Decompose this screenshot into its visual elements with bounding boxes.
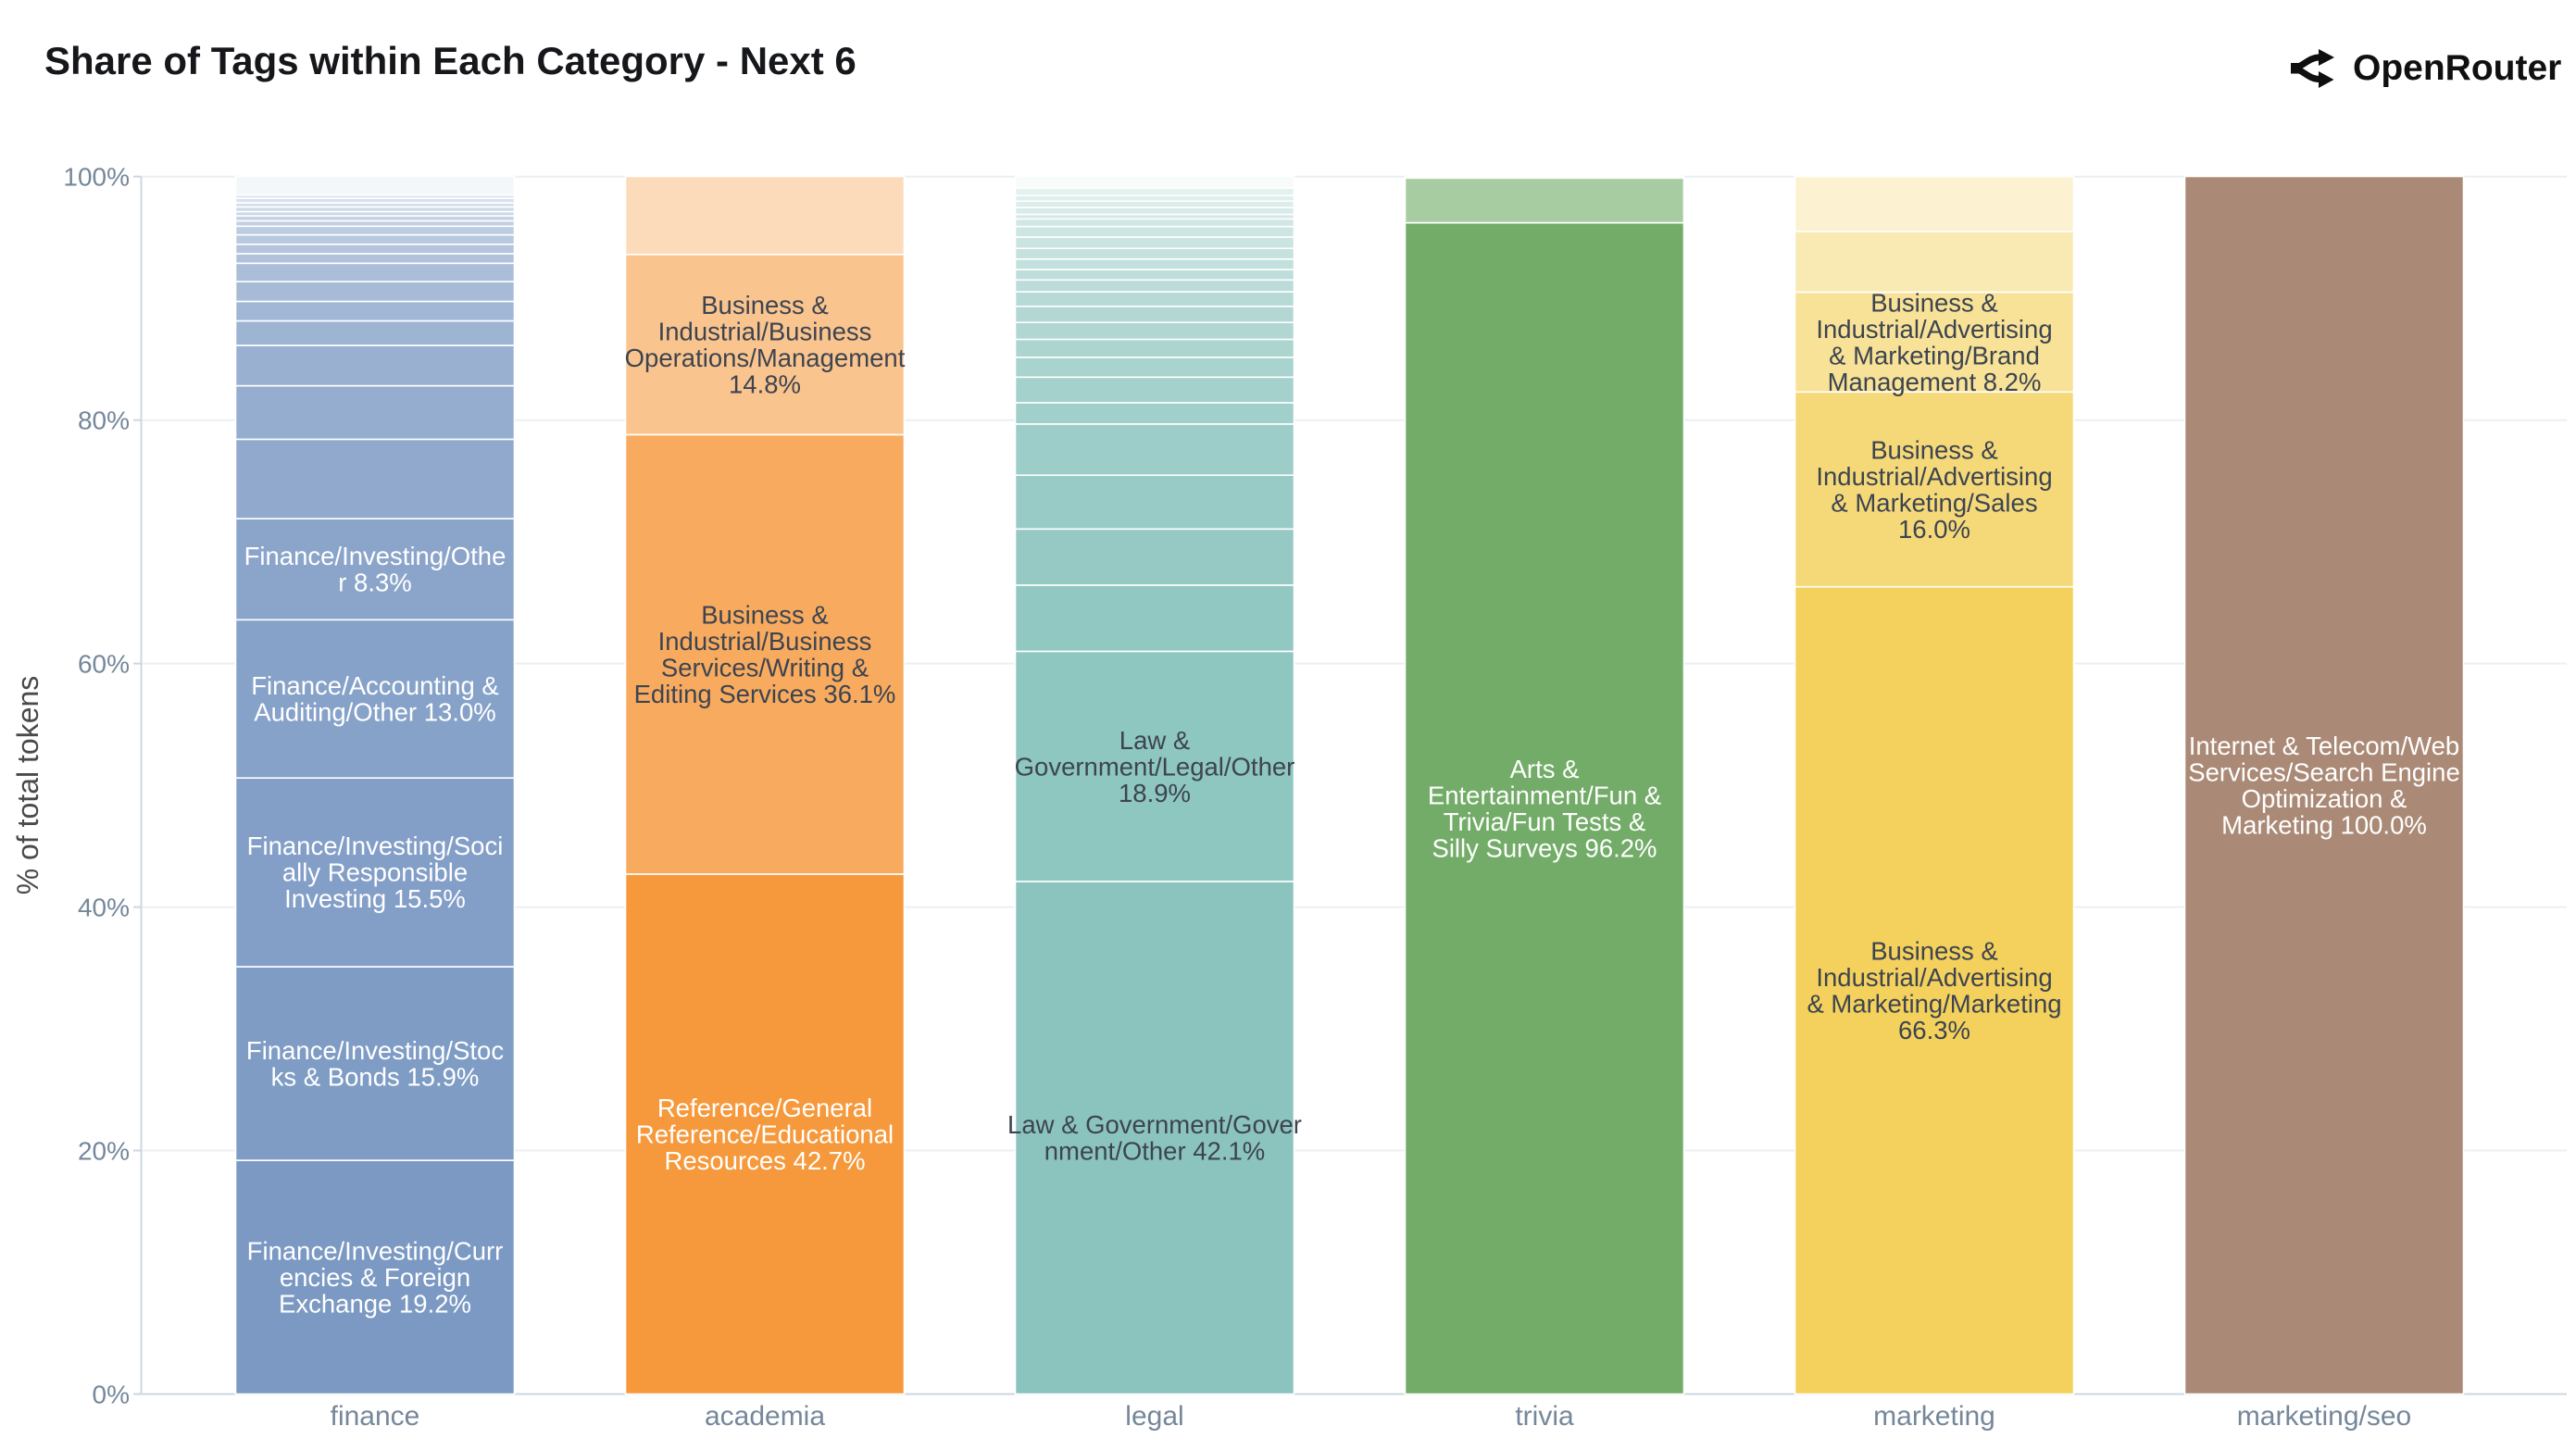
svg-text:Operations/Management: Operations/Management: [625, 344, 906, 372]
svg-text:14.8%: 14.8%: [729, 370, 801, 399]
svg-text:Services/Search Engine: Services/Search Engine: [2188, 757, 2460, 786]
svg-text:Editing Services 36.1%: Editing Services 36.1%: [634, 680, 896, 708]
svg-text:Industrial/Business: Industrial/Business: [658, 318, 872, 346]
svg-text:ks & Bonds 15.9%: ks & Bonds 15.9%: [271, 1062, 480, 1091]
svg-text:Finance/Investing/Curr: Finance/Investing/Curr: [247, 1236, 504, 1265]
svg-text:66.3%: 66.3%: [1898, 1016, 1970, 1044]
svg-text:marketing: marketing: [1873, 1401, 1995, 1432]
svg-text:Resources 42.7%: Resources 42.7%: [664, 1146, 865, 1175]
svg-text:Reference/General: Reference/General: [657, 1094, 872, 1122]
svg-text:Finance/Investing/Soci: Finance/Investing/Soci: [247, 832, 504, 860]
svg-text:Finance/Investing/Othe: Finance/Investing/Othe: [244, 542, 506, 570]
svg-text:Internet & Telecom/Web: Internet & Telecom/Web: [2189, 732, 2459, 760]
svg-text:Services/Writing &: Services/Writing &: [661, 654, 869, 682]
svg-text:& Marketing/Marketing: & Marketing/Marketing: [1807, 990, 2061, 1019]
svg-text:trivia: trivia: [1515, 1401, 1574, 1432]
svg-text:18.9%: 18.9%: [1119, 779, 1191, 807]
svg-text:20%: 20%: [78, 1137, 130, 1166]
svg-text:Law &: Law &: [1119, 726, 1190, 755]
svg-text:Finance/Investing/Stoc: Finance/Investing/Stoc: [246, 1036, 504, 1065]
svg-text:Industrial/Business: Industrial/Business: [658, 627, 872, 656]
svg-text:nment/Other 42.1%: nment/Other 42.1%: [1044, 1137, 1265, 1166]
svg-text:OpenRouter: OpenRouter: [2353, 48, 2561, 88]
svg-text:Arts &: Arts &: [1510, 755, 1580, 783]
svg-text:marketing/seo: marketing/seo: [2237, 1401, 2411, 1432]
svg-text:40%: 40%: [78, 894, 130, 922]
svg-text:& Marketing/Sales: & Marketing/Sales: [1831, 488, 2037, 517]
svg-text:Trivia/Fun Tests &: Trivia/Fun Tests &: [1444, 807, 1646, 836]
svg-text:Business &: Business &: [1870, 435, 1998, 464]
svg-text:Industrial/Advertising: Industrial/Advertising: [1816, 462, 2052, 491]
svg-text:60%: 60%: [78, 650, 130, 679]
svg-text:Auditing/Other 13.0%: Auditing/Other 13.0%: [254, 698, 495, 727]
svg-text:16.0%: 16.0%: [1898, 515, 1970, 544]
svg-text:80%: 80%: [78, 407, 130, 435]
svg-text:Management 8.2%: Management 8.2%: [1828, 368, 2042, 396]
svg-text:100%: 100%: [63, 163, 130, 192]
svg-text:encies & Foreign: encies & Foreign: [280, 1263, 470, 1292]
svg-text:Business &: Business &: [701, 601, 829, 630]
svg-text:Entertainment/Fun &: Entertainment/Fun &: [1428, 781, 1661, 809]
svg-text:academia: academia: [705, 1401, 825, 1432]
svg-text:Finance/Accounting &: Finance/Accounting &: [251, 671, 499, 700]
svg-text:r 8.3%: r 8.3%: [338, 569, 411, 597]
svg-text:Exchange 19.2%: Exchange 19.2%: [279, 1289, 471, 1318]
svg-text:Government/Legal/Other: Government/Legal/Other: [1015, 752, 1295, 781]
svg-text:legal: legal: [1125, 1401, 1183, 1432]
svg-text:Optimization &: Optimization &: [2242, 784, 2407, 813]
svg-text:Law & Government/Gover: Law & Government/Gover: [1007, 1110, 1302, 1139]
svg-text:& Marketing/Brand: & Marketing/Brand: [1829, 341, 2040, 369]
svg-text:finance: finance: [331, 1401, 420, 1432]
svg-text:Industrial/Advertising: Industrial/Advertising: [1816, 963, 2052, 992]
svg-text:Share of Tags within Each Cate: Share of Tags within Each Category - Nex…: [44, 39, 857, 82]
svg-text:Reference/Educational: Reference/Educational: [636, 1120, 894, 1148]
svg-text:Marketing 100.0%: Marketing 100.0%: [2221, 810, 2427, 839]
svg-text:Business &: Business &: [1870, 937, 1998, 966]
svg-text:% of total tokens: % of total tokens: [11, 676, 44, 895]
svg-text:ally Responsible: ally Responsible: [282, 858, 468, 887]
svg-text:Industrial/Advertising: Industrial/Advertising: [1816, 315, 2052, 344]
svg-text:0%: 0%: [93, 1381, 130, 1409]
svg-text:Business &: Business &: [701, 291, 829, 319]
svg-text:Business &: Business &: [1870, 288, 1998, 317]
svg-text:Investing 15.5%: Investing 15.5%: [284, 884, 466, 913]
svg-text:Silly Surveys 96.2%: Silly Surveys 96.2%: [1432, 833, 1657, 862]
